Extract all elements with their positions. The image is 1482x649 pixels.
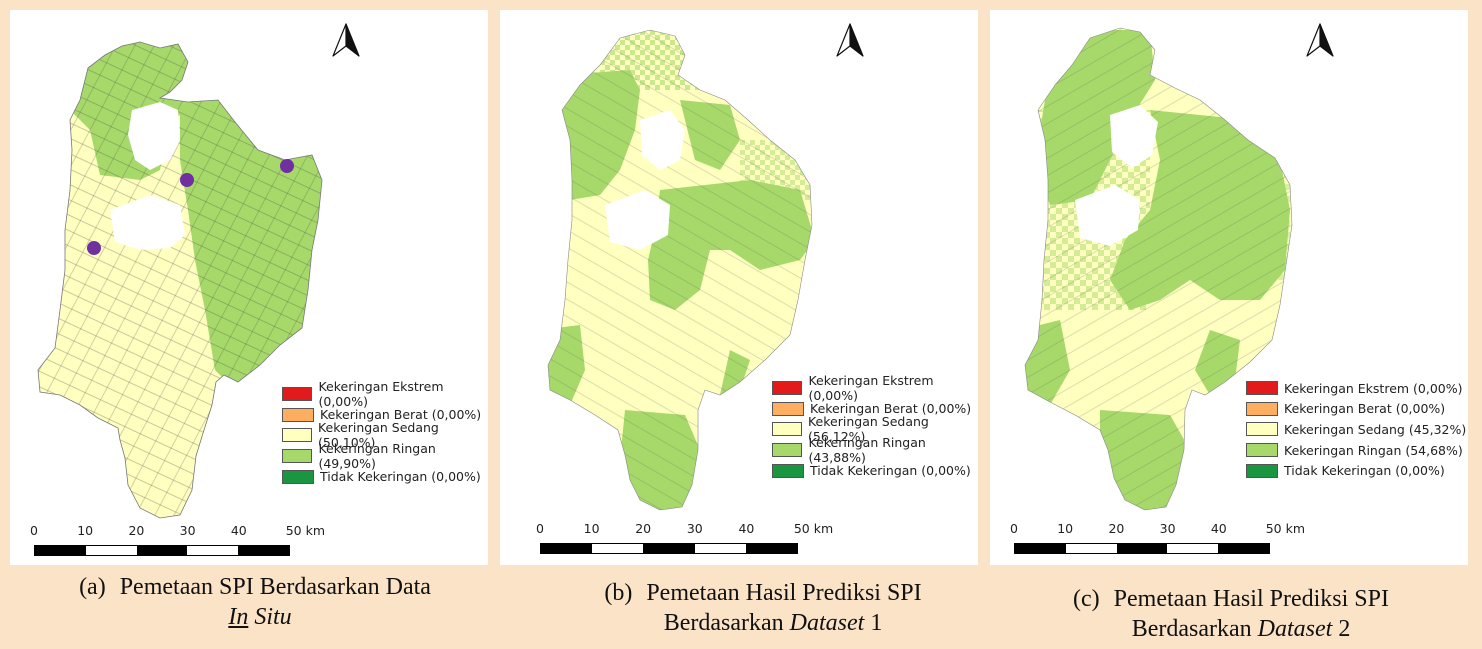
caption-line1: Pemetaan Hasil Prediksi SPI: [1113, 586, 1389, 612]
caption-line1: Pemetaan Hasil Prediksi SPI: [646, 580, 922, 606]
scale-tick: 50 km: [793, 521, 834, 536]
caption-index: (a): [79, 574, 106, 600]
legend-swatch-sedang: [1246, 422, 1278, 437]
map-a: [37, 41, 323, 519]
caption-italic: Dataset: [789, 610, 865, 636]
legend-item: Kekeringan Ekstrem (0,00%): [282, 379, 488, 409]
legend-item: Kekeringan Ringan (54,68%): [1246, 440, 1466, 461]
legend-swatch-ekstrem: [1246, 381, 1278, 396]
legend-item: Tidak Kekeringan (0,00%): [282, 466, 488, 487]
scale-tick: 10: [583, 521, 600, 536]
legend-item: Kekeringan Ringan (43,88%): [772, 435, 978, 465]
map-c: [1024, 27, 1293, 511]
legend-item: Kekeringan Sedang (56,12%): [772, 414, 978, 444]
north-arrow-icon: [836, 23, 864, 57]
scale-tick: 10: [77, 523, 94, 538]
legend-swatch-ekstrem: [282, 387, 313, 402]
scale-tick: 10: [1057, 521, 1074, 536]
legend-item: Kekeringan Ekstrem (0,00%): [772, 373, 978, 403]
legend: Kekeringan Ekstrem (0,00%) Kekeringan Be…: [282, 379, 488, 487]
scale-tick: 40: [230, 523, 247, 538]
caption-italic: Dataset: [1257, 616, 1333, 642]
map-panel-a: Kekeringan Ekstrem (0,00%) Kekeringan Be…: [10, 10, 488, 565]
legend-item: Tidak Kekeringan (0,00%): [1246, 460, 1466, 481]
legend-item: Kekeringan Berat (0,00%): [772, 399, 978, 420]
station-point-icon: [180, 173, 194, 187]
legend-swatch-tidak: [772, 463, 804, 478]
caption-italic: Situ: [248, 604, 292, 630]
caption-index: (b): [604, 580, 633, 606]
legend-item: Kekeringan Berat (0,00%): [1246, 399, 1466, 420]
scale-tick: 50 km: [285, 523, 326, 538]
legend-swatch-tidak: [282, 469, 314, 484]
legend-swatch-ringan: [772, 443, 803, 458]
legend-swatch-berat: [282, 407, 314, 422]
legend-item: Kekeringan Sedang (45,32%): [1246, 419, 1466, 440]
legend-swatch-sedang: [282, 428, 312, 443]
legend-swatch-ringan: [282, 449, 313, 464]
map-b: [547, 29, 813, 511]
scale-tick: 50 km: [1265, 521, 1306, 536]
scale-bar: 0 10 20 30 40 50 km: [536, 521, 833, 554]
legend-item: Kekeringan Ekstrem (0,00%): [1246, 378, 1466, 399]
scale-tick: 20: [128, 523, 145, 538]
scale-tick: 30: [686, 521, 703, 536]
scale-tick: 20: [1108, 521, 1125, 536]
scale-tick: 20: [635, 521, 652, 536]
legend-item: Kekeringan Ringan (49,90%): [282, 441, 488, 471]
scale-tick: 30: [179, 523, 196, 538]
legend-swatch-ringan: [1246, 443, 1278, 458]
scale-tick: 40: [1210, 521, 1227, 536]
legend-item: Tidak Kekeringan (0,00%): [772, 460, 978, 481]
map-panel-c: Kekeringan Ekstrem (0,00%) Kekeringan Be…: [990, 10, 1468, 565]
legend-item: Kekeringan Sedang (50,10%): [282, 420, 488, 450]
legend-swatch-berat: [772, 401, 804, 416]
scale-tick: 30: [1159, 521, 1176, 536]
legend-swatch-ekstrem: [772, 381, 803, 396]
legend-swatch-tidak: [1246, 463, 1278, 478]
scale-tick: 40: [738, 521, 755, 536]
legend-swatch-berat: [1246, 401, 1278, 416]
legend-swatch-sedang: [772, 422, 802, 437]
legend: Kekeringan Ekstrem (0,00%) Kekeringan Be…: [1246, 378, 1466, 481]
station-point-icon: [87, 241, 101, 255]
scale-bar: 0 10 20 30 40 50 km: [30, 523, 325, 556]
caption-index: (c): [1073, 586, 1100, 612]
caption-c: (c) Pemetaan Hasil Prediksi SPI Berdasark…: [1073, 586, 1389, 642]
map-panel-b: Kekeringan Ekstrem (0,00%) Kekeringan Be…: [500, 10, 978, 565]
scale-tick: 0: [536, 521, 544, 536]
caption-line1: Pemetaan SPI Berdasarkan Data: [119, 574, 431, 600]
caption-a: (a) Pemetaan SPI Berdasarkan Data In Situ: [20, 572, 490, 632]
scale-bar: 0 10 20 30 40 50 km: [1010, 521, 1305, 554]
north-arrow-icon: [332, 23, 360, 57]
north-arrow-icon: [1306, 23, 1334, 57]
caption-b: (b) Pemetaan Hasil Prediksi SPI Berdasark…: [604, 580, 922, 636]
caption-italic-underlined: In: [228, 604, 249, 630]
scale-tick: 0: [30, 523, 38, 538]
legend: Kekeringan Ekstrem (0,00%) Kekeringan Be…: [772, 373, 978, 481]
scale-tick: 0: [1010, 521, 1018, 536]
station-point-icon: [280, 159, 294, 173]
legend-item: Kekeringan Berat (0,00%): [282, 405, 488, 426]
